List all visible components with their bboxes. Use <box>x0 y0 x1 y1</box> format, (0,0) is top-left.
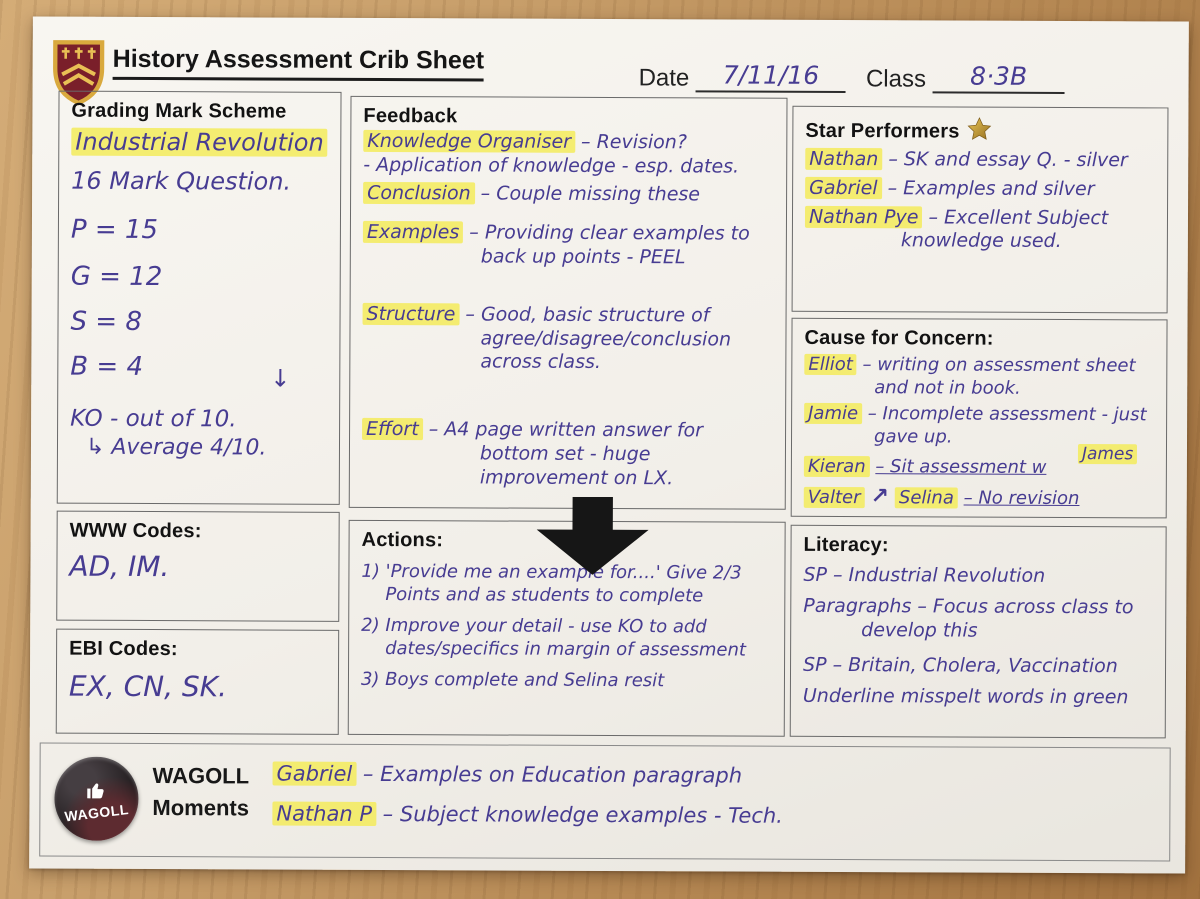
up-right-arrow-icon: ↗ <box>870 483 890 509</box>
wagoll-moments-box: WAGOLL WAGOLL Moments Gabriel – Examples… <box>39 742 1171 862</box>
cause-for-concern-box: Cause for Concern: Elliot – writing on a… <box>790 317 1168 519</box>
feedback-line: - Application of knowledge - esp. dates. <box>363 153 740 178</box>
concern-title: Cause for Concern: <box>804 326 994 350</box>
feedback-line: Structure – Good, basic structure of agr… <box>270 302 732 393</box>
mark-line: P = 15 <box>70 214 159 246</box>
action-item: 2) Improve your detail - use KO to add d… <box>361 614 746 661</box>
wagoll-item: Nathan P – Subject knowledge examples - … <box>272 801 1152 831</box>
page-title: History Assessment Crib Sheet <box>112 44 485 82</box>
star-performers-title: Star Performers <box>805 115 1155 145</box>
star-performer: Nathan – SK and essay Q. - silver <box>805 147 1155 173</box>
concern-item: Kieran – Sit assessment w James <box>803 444 1154 480</box>
class-label: Class <box>865 65 927 93</box>
mark-line: S = 8 <box>70 306 142 337</box>
wagoll-items: Gabriel – Examples on Education paragrap… <box>272 755 1152 831</box>
star-performer: Nathan Pye – Excellent Subject knowledge… <box>804 205 1155 254</box>
literacy-line: SP – Industrial Revolution <box>803 563 1046 587</box>
grading-mark-scheme-box: Grading Mark Scheme Industrial Revolutio… <box>56 90 342 505</box>
grading-title: Grading Mark Scheme <box>71 99 287 123</box>
wagoll-item: Gabriel – Examples on Education paragrap… <box>272 761 1153 791</box>
star-performer: Gabriel – Examples and silver <box>805 176 1155 202</box>
grading-question: 16 Mark Question. <box>71 166 292 196</box>
feedback-line: Conclusion – Couple missing these <box>363 181 774 207</box>
crib-sheet-paper: History Assessment Crib Sheet Date 7/11/… <box>29 16 1189 874</box>
literacy-line: SP – Britain, Cholera, Vaccination <box>802 654 1118 678</box>
wagoll-thumbs-up-badge-icon: WAGOLL <box>54 756 139 841</box>
mark-line: G = 12 <box>70 261 163 292</box>
class-field: 8·3B <box>932 60 1065 95</box>
ebi-title: EBI Codes: <box>69 637 178 661</box>
date-label: Date <box>638 64 690 92</box>
literacy-box: Literacy: SP – Industrial Revolution Par… <box>789 524 1167 739</box>
wagoll-label: WAGOLL Moments <box>152 763 250 821</box>
ko-average-line: ↳ Average 4/10. <box>85 434 267 461</box>
concern-item: Jamie – Incomplete assessment - just gav… <box>804 402 1154 450</box>
grading-topic: Industrial Revolution <box>71 127 328 158</box>
ebi-codes-box: EBI Codes: EX, CN, SK. <box>55 628 340 735</box>
concern-item: Elliot – writing on assessment sheet and… <box>804 353 1154 401</box>
literacy-line: Underline misspelt words in green <box>802 684 1129 709</box>
star-performers-box: Star Performers Nathan – SK and essay Q.… <box>791 105 1169 314</box>
action-item: 1) 'Provide me an example for....' Give … <box>361 560 742 606</box>
thumbs-up-icon <box>87 782 104 798</box>
www-codes-box: WWW Codes: AD, IM. <box>56 510 340 622</box>
gold-star-icon <box>967 117 992 140</box>
class-value: 8·3B <box>970 61 1028 91</box>
feedback-line: Knowledge Organiser – Revision? <box>363 129 774 156</box>
www-title: WWW Codes: <box>69 519 202 543</box>
date-value: 7/11/16 <box>722 60 820 90</box>
badge-text: WAGOLL <box>63 800 130 824</box>
literacy-title: Literacy: <box>803 533 889 557</box>
date-field: 7/11/16 <box>695 59 847 94</box>
literacy-line: Paragraphs – Focus across class to devel… <box>803 594 1134 642</box>
concern-item: Valter ↗ Selina – No revision <box>803 482 1154 511</box>
feedback-line: Effort – A4 page written answer for bott… <box>362 417 773 491</box>
action-item: 3) Boys complete and Selina resit <box>360 668 665 692</box>
date-class-row: Date 7/11/16 Class 8·3B <box>638 59 1065 95</box>
school-crest-icon <box>53 40 105 106</box>
feedback-box: Feedback Knowledge Organiser – Revision?… <box>270 95 788 510</box>
feedback-line: Examples – Providing clear examples to b… <box>362 221 774 270</box>
ko-line: KO - out of 10. <box>70 405 237 433</box>
feedback-title: Feedback <box>363 104 458 128</box>
www-codes-value: AD, IM. <box>69 549 170 584</box>
ebi-codes-value: EX, CN, SK. <box>68 669 228 704</box>
